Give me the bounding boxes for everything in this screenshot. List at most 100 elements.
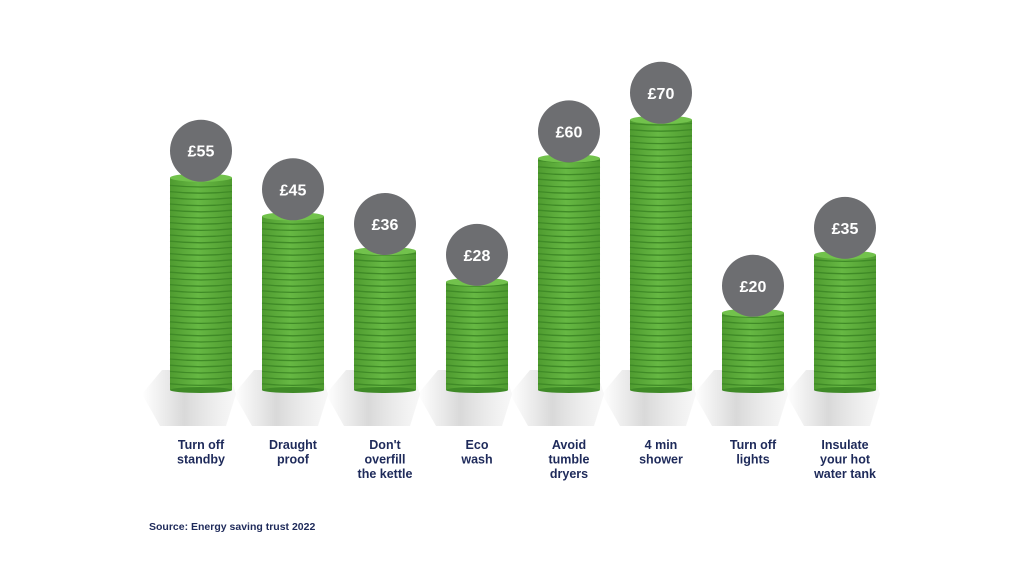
category-label-line: dryers (550, 467, 588, 481)
coin-edge (629, 128, 693, 132)
coin-edge (629, 159, 693, 163)
coin-edge (813, 364, 877, 368)
coin-edge (629, 364, 693, 368)
coin-edge (721, 321, 785, 325)
value-label: £35 (832, 221, 859, 238)
coin-edge (629, 327, 693, 331)
coin-edge (261, 271, 325, 275)
coin-edge (261, 339, 325, 343)
coin-edge (261, 302, 325, 306)
coin-bottom (630, 387, 692, 393)
category-label-line: wash (460, 453, 492, 467)
coin-edge (169, 345, 233, 349)
coin-edge (353, 327, 417, 331)
coin-edge (353, 376, 417, 380)
coin-bottom (722, 387, 784, 393)
coin-edge (353, 370, 417, 374)
coin-edge (261, 383, 325, 387)
coin-edge (813, 321, 877, 325)
coin-edge (169, 215, 233, 219)
category-label-line: lights (736, 453, 769, 467)
coin-edge (261, 228, 325, 232)
coin-edge (353, 302, 417, 306)
coin-edge (169, 333, 233, 337)
coin-edge (169, 197, 233, 201)
coin-edge (169, 240, 233, 244)
coin-edge (445, 283, 509, 287)
coin-edge (537, 364, 601, 368)
coin-edge (445, 376, 509, 380)
coin-edge (813, 327, 877, 331)
value-label: £45 (280, 182, 307, 199)
coin-edge (537, 265, 601, 269)
coin-bottom (814, 387, 876, 393)
coin-edge (353, 296, 417, 300)
coin-edge (629, 283, 693, 287)
coin-edge (813, 296, 877, 300)
coin-edge (721, 370, 785, 374)
value-badge: £28 (446, 223, 508, 286)
coin-edge (169, 352, 233, 356)
coin-edge (169, 265, 233, 269)
coin-edge (261, 333, 325, 337)
coin-edge (169, 383, 233, 387)
value-badge-circle (814, 196, 876, 259)
coin-edge (629, 228, 693, 232)
coin-edge (353, 277, 417, 281)
coin-edge (169, 259, 233, 263)
coin-edge (353, 383, 417, 387)
coin-edge (721, 364, 785, 368)
value-badge: £36 (354, 193, 416, 256)
coin-edge (169, 358, 233, 362)
coin-edge (629, 141, 693, 145)
coin-edge (629, 358, 693, 362)
coin-edge (629, 271, 693, 275)
coin-edge (353, 345, 417, 349)
coin-edge (169, 277, 233, 281)
coin-edge (629, 197, 693, 201)
coin-edge (721, 358, 785, 362)
coin-edge (169, 190, 233, 194)
coin-edge (445, 339, 509, 343)
category-label-line: Turn off (730, 438, 777, 452)
category-labels: Turn offstandbyDraughtproofDon'toverfill… (177, 438, 876, 481)
coin-stack-bar (169, 173, 233, 393)
coin-edge (629, 352, 693, 356)
value-label: £70 (648, 86, 675, 103)
coin-edge (353, 308, 417, 312)
coin-edge (261, 358, 325, 362)
value-badge: £55 (170, 119, 232, 182)
value-badge-circle (722, 254, 784, 317)
coin-stack-bar (445, 277, 509, 393)
coin-stack-bar (537, 154, 601, 393)
coin-edge (261, 240, 325, 244)
category-label-line: Turn off (178, 438, 225, 452)
category-label-line: overfill (365, 453, 406, 467)
coin-edge (445, 314, 509, 318)
category-label-line: standby (177, 453, 225, 467)
coin-edge (445, 358, 509, 362)
coin-edge (537, 178, 601, 182)
coin-edge (537, 345, 601, 349)
coin-edge (261, 327, 325, 331)
coin-stacks (169, 115, 877, 393)
coin-edge (537, 228, 601, 232)
coin-edge (537, 383, 601, 387)
coin-edge (813, 259, 877, 263)
coin-edge (445, 290, 509, 294)
coin-edge (629, 135, 693, 139)
coin-edge (629, 221, 693, 225)
category-label-line: the kettle (358, 467, 413, 481)
value-label: £20 (740, 279, 767, 296)
category-label-line: Draught (269, 438, 318, 452)
coin-edge (629, 240, 693, 244)
coin-edge (629, 302, 693, 306)
coin-edge (169, 314, 233, 318)
coin-edge (629, 234, 693, 238)
coin-edge (169, 364, 233, 368)
coin-edge (537, 352, 601, 356)
value-label: £28 (464, 248, 491, 265)
